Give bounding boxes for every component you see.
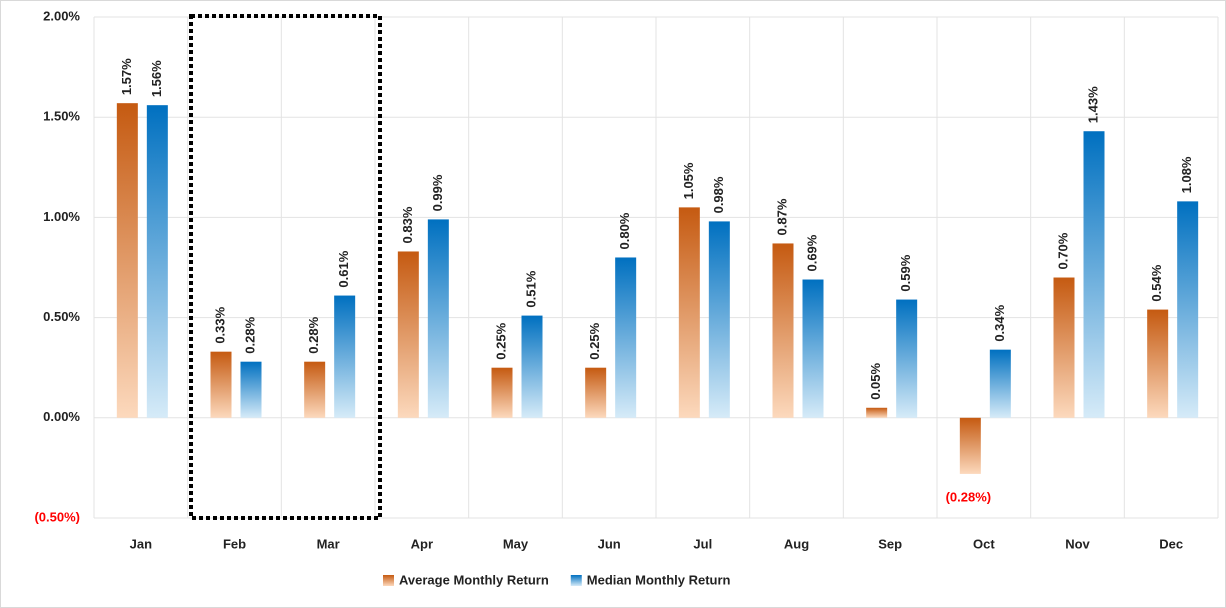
x-tick-label: Jun: [598, 536, 621, 551]
bar: [491, 367, 513, 418]
x-tick-label: Jul: [693, 536, 712, 551]
value-label: 0.28%: [242, 316, 257, 353]
x-tick-label: Dec: [1159, 536, 1183, 551]
bar: [1177, 201, 1199, 418]
bar: [896, 299, 918, 418]
bar: [116, 103, 138, 418]
bar: [866, 407, 888, 418]
value-label: 0.34%: [992, 304, 1007, 341]
value-label: 0.51%: [523, 270, 538, 307]
bar: [772, 243, 794, 418]
bar: [521, 315, 543, 418]
value-label: 0.69%: [804, 234, 819, 271]
bar: [210, 351, 232, 418]
x-tick-label: Apr: [411, 536, 433, 551]
bar: [240, 361, 262, 418]
value-label: 1.05%: [681, 162, 696, 199]
bar: [304, 361, 326, 418]
value-label: 0.54%: [1149, 264, 1164, 301]
value-label: 0.59%: [898, 254, 913, 291]
bar: [397, 251, 419, 418]
value-label: 0.87%: [774, 198, 789, 235]
bar: [1083, 131, 1105, 418]
value-label: 0.98%: [711, 176, 726, 213]
bar: [427, 219, 449, 418]
bar: [334, 295, 356, 418]
highlight-box: [189, 14, 382, 520]
y-tick-label: (0.50%): [34, 509, 80, 524]
value-label: 0.28%: [306, 316, 321, 353]
y-tick-label: 0.00%: [43, 409, 80, 424]
x-tick-label: Sep: [878, 536, 902, 551]
bar: [678, 207, 700, 418]
value-label: 0.80%: [617, 212, 632, 249]
value-label: 1.57%: [119, 58, 134, 95]
legend-swatch: [570, 575, 582, 586]
value-label: 0.05%: [868, 362, 883, 399]
x-tick-label: May: [503, 536, 529, 551]
x-tick-label: Oct: [973, 536, 995, 551]
value-label: 1.43%: [1085, 86, 1100, 123]
bar: [989, 349, 1011, 418]
bar: [1147, 309, 1169, 418]
y-tick-label: 2.00%: [43, 8, 80, 23]
bar: [615, 257, 637, 418]
value-label: 1.56%: [149, 60, 164, 97]
x-tick-label: Mar: [317, 536, 340, 551]
value-label: 0.70%: [1055, 232, 1070, 269]
value-label: 0.61%: [336, 250, 351, 287]
y-tick-label: 0.50%: [43, 309, 80, 324]
value-label: 0.83%: [400, 206, 415, 243]
bar: [959, 417, 981, 474]
bar: [802, 279, 824, 418]
x-tick-label: Nov: [1065, 536, 1090, 551]
legend-label: Average Monthly Return: [399, 572, 549, 587]
value-label: 0.25%: [493, 322, 508, 359]
y-tick-label: 1.50%: [43, 109, 80, 124]
bar: [1053, 277, 1075, 418]
legend-label: Median Monthly Return: [587, 572, 731, 587]
value-label: 0.33%: [212, 306, 227, 343]
x-tick-label: Feb: [223, 536, 246, 551]
value-label: 0.99%: [430, 174, 445, 211]
bar: [146, 105, 168, 418]
value-label: 0.25%: [587, 322, 602, 359]
x-tick-label: Jan: [130, 536, 152, 551]
y-tick-label: 1.00%: [43, 209, 80, 224]
value-label: (0.28%): [946, 489, 992, 504]
legend-swatch: [383, 575, 394, 586]
bar: [585, 367, 607, 418]
x-tick-label: Aug: [784, 536, 809, 551]
bar: [708, 221, 730, 418]
value-label: 1.08%: [1179, 156, 1194, 193]
